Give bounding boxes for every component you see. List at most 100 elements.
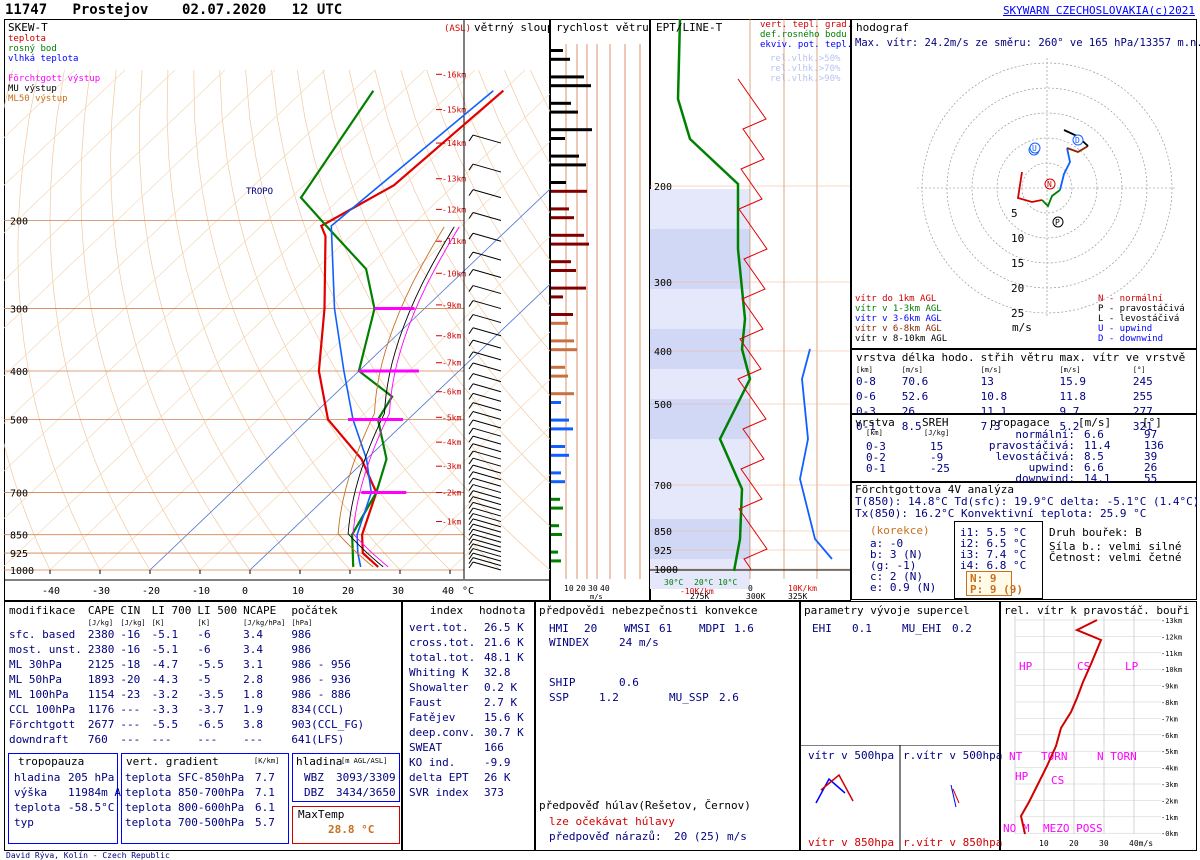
- km-label: -1km: [442, 518, 461, 527]
- speed-bar: [551, 84, 591, 88]
- indices-panel: [402, 601, 535, 851]
- wind-barb: [472, 450, 502, 460]
- mod-cell: ---: [120, 733, 141, 746]
- dry-adiabat: [348, 69, 550, 440]
- forchtgott-i-row: i3: 7.4 °C: [960, 548, 1027, 561]
- rel-x-tick: 30: [1099, 839, 1109, 848]
- speed-title: rychlost větru: [556, 21, 649, 34]
- np-p: P: 9 (9): [970, 583, 1023, 596]
- speed-bar: [551, 559, 561, 563]
- x-tick-label: 20: [342, 586, 354, 597]
- hodo-6-8km: [1066, 145, 1089, 153]
- wind-barb-flag: [468, 561, 474, 569]
- tropo-label: hladina: [14, 771, 61, 784]
- pressure-label: 400: [10, 367, 28, 378]
- ept-pressure-label: 200: [654, 182, 672, 193]
- mod-cell: ---: [120, 718, 141, 731]
- mod-cell: ML 30hPa: [9, 658, 62, 671]
- wind-barb-flag: [468, 557, 474, 564]
- wind-barb-flag: [468, 490, 474, 497]
- index-name: total.tot.: [409, 651, 476, 664]
- wind-barb-flag: [468, 351, 474, 359]
- dewpoint-depression-line: [676, 19, 752, 572]
- rel-km-label: -8km: [1161, 699, 1178, 707]
- speed-bar: [551, 181, 566, 184]
- dry-adiabat: [374, 69, 550, 396]
- tropopause-box: [8, 753, 118, 844]
- speed-bar: [551, 233, 584, 237]
- ept-line: [799, 348, 833, 560]
- index-name: KO ind.: [409, 756, 456, 769]
- km-label: -10km: [442, 269, 466, 278]
- mod-cell: 2.8: [243, 673, 264, 686]
- speed-bar: [551, 533, 562, 536]
- mod-cell: 2677: [87, 718, 115, 731]
- ssp-value: 1.2: [599, 691, 619, 704]
- index-value: -9.9: [484, 756, 511, 769]
- layers-h-shear: střih větru: [980, 351, 1054, 364]
- wind-barb: [472, 561, 502, 571]
- legend-mu: MU výstup: [8, 84, 57, 94]
- mod-cell: 3.1: [243, 658, 264, 671]
- ept-pressure-label: 300: [654, 278, 672, 289]
- ept-pressure-label: 850: [654, 527, 672, 538]
- rh-band: [650, 229, 750, 289]
- wind-barb-flag: [468, 496, 474, 503]
- wind-barb: [472, 513, 502, 523]
- wind-barb: [472, 419, 502, 429]
- mod-cell: 3.4: [243, 628, 264, 641]
- x-tick-label: -40: [42, 586, 60, 597]
- km-label: -7km: [442, 359, 461, 368]
- wind-barb: [472, 464, 502, 474]
- x-tick-label: 30: [392, 586, 404, 597]
- parcel-curve: [352, 226, 460, 568]
- layers-cell: 13: [980, 375, 994, 388]
- speed-bar: [551, 480, 565, 484]
- speed-bar: [551, 365, 565, 369]
- gradient-unit: [K/km]: [254, 757, 280, 765]
- mod-cell: ML 100hPa: [9, 688, 69, 701]
- rel-km-label: -4km: [1161, 765, 1178, 773]
- km-label: -5km: [442, 413, 461, 422]
- wind-barb-flag: [468, 477, 474, 485]
- isotherm: [449, 474, 550, 571]
- wind-barb: [472, 269, 502, 278]
- hodo-legend-6-8km: vítr v 6-8km AGL: [855, 324, 942, 334]
- station-header: 11747 Prostejov 02.07.2020 12 UTC: [5, 2, 342, 18]
- legend-dewpoint: rosný bod: [8, 44, 57, 54]
- dry-adiabat: [426, 69, 550, 307]
- mod-cell: 760: [87, 733, 108, 746]
- pressure-label: 300: [10, 305, 28, 316]
- isotherm: [4, 69, 226, 281]
- index-value: 30.7 K: [484, 726, 524, 739]
- copyright[interactable]: SKYWARN CZECHOSLOVAKIA(c)2021: [1002, 4, 1195, 17]
- prop-speed: 6.6: [1084, 461, 1104, 474]
- forchtgott-i-row: i1: 5.5 °C: [960, 526, 1027, 539]
- speed-bar: [551, 313, 573, 316]
- wind-barb: [472, 523, 502, 533]
- rel-zone-label: CS: [1051, 774, 1064, 787]
- layers-cell: 7.3: [980, 420, 1001, 433]
- mod-cell: -4.3: [151, 673, 179, 686]
- wind-barb-flag: [468, 513, 474, 520]
- ept-pressure-label: 700: [654, 481, 672, 492]
- layers-cell: 11.8: [1059, 390, 1086, 403]
- gradient-value: 7.7: [255, 771, 275, 784]
- speed-tick: 10: [564, 584, 574, 593]
- wind-barb: [472, 557, 502, 567]
- wind-barb: [472, 518, 502, 528]
- speed-bar: [551, 471, 561, 475]
- speed-bar: [551, 189, 587, 193]
- forchtgott-i-box: [954, 521, 1043, 599]
- wind-barb-flag: [468, 435, 474, 443]
- rel-x-tick: 10: [1039, 839, 1049, 848]
- mod-row: most. unst. 2380 -16 -5.1 -6 3.4 986: [6, 642, 367, 657]
- sreh-h-ms: [m/s]: [1078, 416, 1112, 429]
- prop-dir: 97: [1144, 428, 1158, 441]
- prop-name: pravostáčivá:: [988, 439, 1075, 452]
- speed-bar: [551, 110, 578, 114]
- wind-barb-flag: [468, 189, 474, 196]
- rwind500-label: r.vítr v 500hpa: [903, 749, 1003, 762]
- wind-barb-flag: [468, 450, 474, 458]
